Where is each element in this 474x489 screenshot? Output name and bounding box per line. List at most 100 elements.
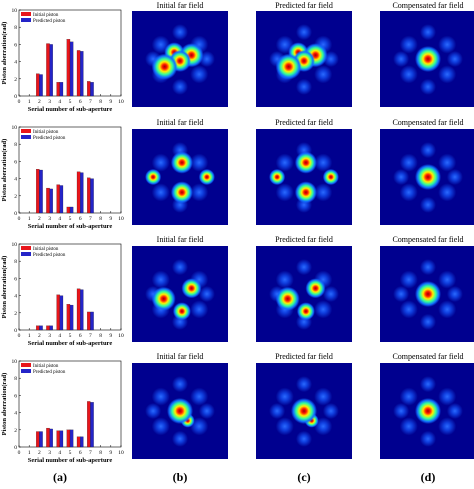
panel-label-b: (b) bbox=[172, 470, 188, 484]
legend-label-predicted: Predicted piston bbox=[33, 19, 66, 24]
predicted-far-field-image bbox=[256, 363, 352, 459]
predicted-piston-bar bbox=[39, 169, 43, 214]
x-tick-label: 0 bbox=[18, 333, 21, 339]
x-tick-label: 9 bbox=[109, 99, 112, 105]
y-tick-label: 10 bbox=[12, 8, 18, 14]
y-tick-label: 10 bbox=[12, 242, 18, 248]
x-tick-label: 8 bbox=[99, 450, 102, 456]
initial-far-field-title: Initial far field bbox=[156, 352, 204, 361]
x-tick-label: 7 bbox=[89, 216, 92, 222]
y-tick-label: 0 bbox=[14, 328, 17, 334]
initial-piston-bar bbox=[36, 431, 40, 448]
predicted-piston-bar bbox=[90, 311, 94, 331]
y-tick-label: 2 bbox=[14, 428, 17, 434]
predicted-piston-bar bbox=[80, 172, 84, 214]
legend-swatch-predicted bbox=[21, 369, 31, 373]
compensated-far-field-title: Compensated far field bbox=[392, 235, 464, 244]
compensated-far-field-title: Compensated far field bbox=[392, 1, 464, 10]
x-tick-label: 1 bbox=[28, 99, 31, 105]
x-tick-label: 3 bbox=[48, 99, 51, 105]
y-tick-label: 0 bbox=[14, 94, 17, 100]
predicted-piston-bar bbox=[80, 436, 84, 448]
x-tick-label: 6 bbox=[79, 333, 82, 339]
predicted-piston-bar bbox=[69, 429, 74, 448]
y-axis-label: Piston aberration(rad) bbox=[1, 22, 8, 85]
x-tick-label: 7 bbox=[89, 450, 92, 456]
x-tick-label: 7 bbox=[89, 99, 92, 105]
x-tick-label: 4 bbox=[58, 216, 61, 222]
initial-piston-bar bbox=[76, 288, 81, 331]
initial-piston-bar bbox=[66, 206, 71, 214]
x-tick-label: 3 bbox=[48, 450, 51, 456]
initial-piston-bar bbox=[87, 401, 91, 448]
compensated-far-field-title: Compensated far field bbox=[392, 118, 464, 127]
initial-piston-bar bbox=[56, 430, 60, 448]
initial-piston-bar bbox=[76, 436, 81, 448]
y-tick-label: 8 bbox=[14, 142, 17, 148]
y-tick-label: 2 bbox=[14, 77, 17, 83]
panel-label-d: (d) bbox=[420, 470, 436, 484]
y-axis-label: Piston aberration(rad) bbox=[1, 256, 8, 319]
initial-far-field-title: Initial far field bbox=[156, 118, 204, 127]
initial-piston-bar bbox=[36, 325, 40, 331]
initial-far-field-image bbox=[132, 11, 228, 107]
y-tick-label: 10 bbox=[12, 359, 18, 365]
legend-swatch-initial bbox=[21, 12, 31, 16]
x-tick-label: 6 bbox=[79, 99, 82, 105]
initial-far-field-image bbox=[132, 129, 228, 225]
initial-piston-bar bbox=[87, 81, 91, 97]
initial-piston-bar bbox=[56, 82, 60, 97]
x-tick-label: 9 bbox=[109, 450, 112, 456]
panel-label-c: (c) bbox=[297, 470, 311, 484]
initial-piston-bar bbox=[66, 304, 71, 331]
y-tick-label: 2 bbox=[14, 311, 17, 317]
x-tick-label: 6 bbox=[79, 450, 82, 456]
initial-piston-bar bbox=[66, 39, 71, 97]
predicted-piston-bar bbox=[49, 44, 53, 97]
predicted-piston-bar bbox=[80, 289, 84, 331]
predicted-piston-bar bbox=[59, 430, 64, 448]
figure-row-2: 0 2 4 6 8 10 0 1 2 3 4 5 6 7 8 9 10 Initial piston Predict… bbox=[0, 117, 474, 237]
initial-piston-bar bbox=[46, 325, 50, 331]
predicted-piston-bar bbox=[90, 82, 94, 97]
x-tick-label: 0 bbox=[18, 99, 21, 105]
x-tick-label: 10 bbox=[118, 99, 124, 105]
legend-swatch-predicted bbox=[21, 135, 31, 139]
x-tick-label: 5 bbox=[69, 216, 72, 222]
predicted-far-field-title: Predicted far field bbox=[275, 118, 333, 127]
x-tick-label: 6 bbox=[79, 216, 82, 222]
figure-row-3: 0 2 4 6 8 10 0 1 2 3 4 5 6 7 8 9 10 Initial piston Predict… bbox=[0, 234, 474, 354]
predicted-piston-bar bbox=[69, 206, 74, 214]
legend-swatch-predicted bbox=[21, 18, 31, 22]
predicted-piston-bar bbox=[49, 325, 53, 331]
initial-piston-bar bbox=[56, 294, 60, 331]
x-tick-label: 2 bbox=[38, 450, 41, 456]
predicted-piston-bar bbox=[90, 178, 94, 214]
predicted-piston-bar bbox=[49, 188, 53, 214]
initial-piston-bar bbox=[87, 311, 91, 331]
x-tick-label: 1 bbox=[28, 216, 31, 222]
x-axis-label: Serial number of sub-aperture bbox=[28, 223, 113, 230]
predicted-far-field-image bbox=[256, 246, 352, 342]
y-tick-label: 4 bbox=[14, 294, 17, 300]
y-tick-label: 8 bbox=[14, 25, 17, 31]
x-tick-label: 4 bbox=[58, 450, 61, 456]
predicted-piston-bar bbox=[59, 82, 64, 97]
y-tick-label: 6 bbox=[14, 159, 17, 165]
initial-piston-bar bbox=[66, 429, 71, 448]
x-tick-label: 8 bbox=[99, 216, 102, 222]
x-tick-label: 5 bbox=[69, 333, 72, 339]
x-tick-label: 0 bbox=[18, 216, 21, 222]
x-tick-label: 2 bbox=[38, 333, 41, 339]
x-tick-label: 9 bbox=[109, 216, 112, 222]
x-tick-label: 4 bbox=[58, 99, 61, 105]
predicted-piston-bar bbox=[39, 325, 43, 331]
y-axis-label: Piston aberration(rad) bbox=[1, 373, 8, 436]
